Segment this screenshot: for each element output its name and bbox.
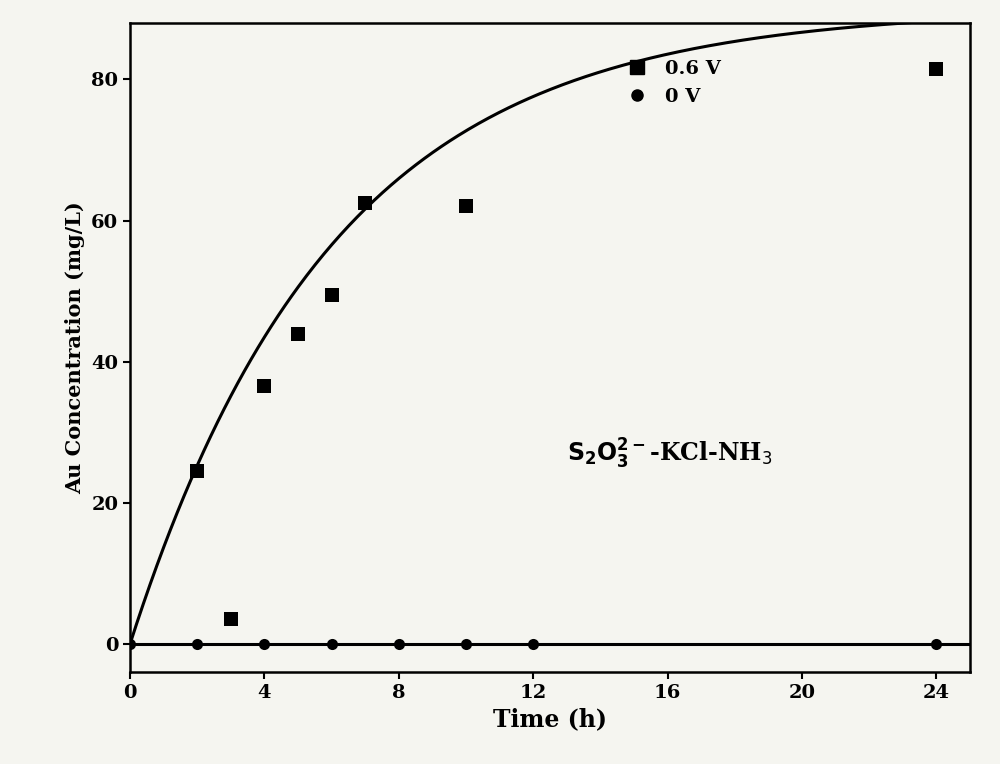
Point [391,638,407,650]
Point [122,638,138,650]
Point [525,638,541,650]
Point [928,638,944,650]
Point [256,638,272,650]
Point [357,197,373,209]
Point [256,380,272,393]
Legend: 0.6 V, 0 V: 0.6 V, 0 V [610,52,728,113]
X-axis label: Time (h): Time (h) [493,707,607,732]
Point [928,63,944,75]
Y-axis label: Au Concentration (mg/L): Au Concentration (mg/L) [66,201,86,494]
Point [223,613,239,626]
Point [324,638,340,650]
Text: $\mathbf{S_2O_3^{2-}}$-KCl-NH$_3$: $\mathbf{S_2O_3^{2-}}$-KCl-NH$_3$ [567,436,772,471]
Point [189,638,205,650]
Point [290,328,306,340]
Point [189,465,205,478]
Point [458,200,474,212]
Point [458,638,474,650]
Point [324,289,340,301]
